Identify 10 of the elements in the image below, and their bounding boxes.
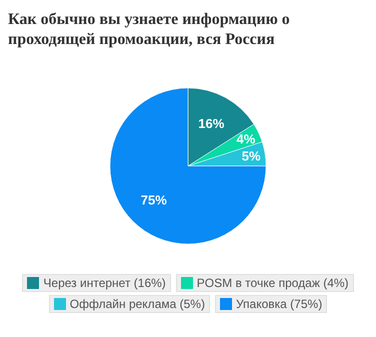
data-label: 5%: [242, 148, 262, 164]
chart-title: Как обычно вы узнаете информацию о проходящей промоакции, вся Россия: [8, 10, 291, 50]
data-label: 75%: [140, 192, 168, 208]
legend-label: Оффлайн реклама (5%): [70, 297, 205, 311]
legend-label: POSM в точке продаж (4%): [196, 276, 349, 290]
legend-label: Упаковка (75%): [236, 297, 322, 311]
legend-label: Через интернет (16%): [43, 276, 166, 290]
data-label: 16%: [198, 116, 225, 132]
pie-slice: [110, 88, 266, 244]
data-label: 4%: [236, 131, 256, 146]
